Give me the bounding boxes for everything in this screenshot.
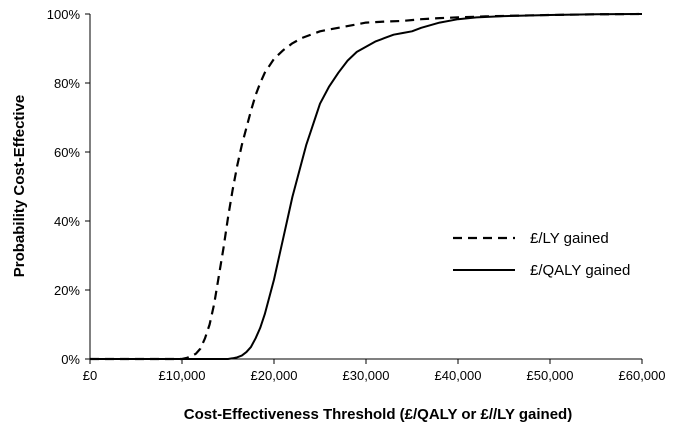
- axes: [89, 14, 642, 360]
- y-tick-label: 0%: [61, 352, 80, 367]
- y-axis-title: Probability Cost-Effective: [11, 95, 28, 278]
- y-ticks: 0% 20% 40% 60% 80% 100%: [47, 7, 90, 367]
- y-tick-label: 80%: [54, 76, 80, 91]
- x-tick-label: £20,000: [251, 368, 298, 383]
- series-line-qaly-gained: [90, 13, 643, 360]
- legend: £/LY gained £/QALY gained: [453, 230, 630, 279]
- x-axis-title: Cost-Effectiveness Threshold (£/QALY or …: [184, 406, 572, 423]
- x-tick-label: £60,000: [619, 368, 666, 383]
- y-tick-label: 20%: [54, 283, 80, 298]
- x-tick-label: £40,000: [435, 368, 482, 383]
- series-line-ly-gained: [90, 12, 643, 361]
- legend-label-qaly: £/QALY gained: [530, 262, 630, 279]
- y-tick-label: 60%: [54, 145, 80, 160]
- x-tick-label: £0: [83, 368, 97, 383]
- y-tick-label: 40%: [54, 214, 80, 229]
- x-tick-label: £50,000: [527, 368, 574, 383]
- y-tick-label: 100%: [47, 7, 81, 22]
- x-tick-label: £30,000: [343, 368, 390, 383]
- x-ticks: £0 £10,000 £20,000 £30,000 £40,000 £50,000 £60…: [83, 359, 666, 383]
- x-tick-label: £10,000: [159, 368, 206, 383]
- legend-label-ly: £/LY gained: [530, 230, 609, 247]
- plot-lines: [90, 12, 643, 361]
